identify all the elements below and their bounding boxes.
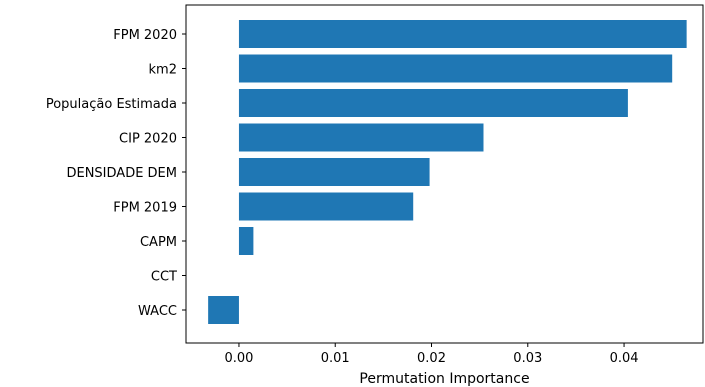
y-tick-label: CIP 2020 (119, 132, 177, 147)
x-axis-label: Permutation Importance (359, 371, 529, 387)
bar-populacao-estimada (238, 89, 628, 117)
bars-layer (208, 20, 687, 324)
x-axis-ticks: 0.00 0.01 0.02 0.03 0.04 (224, 343, 639, 366)
bar-densidade-dem (238, 158, 430, 186)
y-axis-ticks: FPM 2020 km2 População Estimada CIP 2020 DEN… (46, 28, 186, 319)
y-tick-label: CCT (151, 270, 177, 285)
y-tick-label: WACC (138, 304, 177, 319)
bar-fpm-2020 (238, 20, 687, 48)
bar-km2 (238, 54, 673, 83)
y-tick-label: FPM 2020 (113, 28, 177, 43)
y-tick-label: CAPM (140, 235, 177, 250)
y-tick-label: DENSIDADE DEM (66, 166, 177, 181)
x-tick-label: 0.01 (321, 351, 350, 366)
y-tick-label: População Estimada (46, 97, 177, 112)
y-tick-label: km2 (149, 63, 177, 78)
y-tick-label: FPM 2019 (113, 201, 177, 216)
x-tick-label: 0.00 (224, 351, 253, 366)
x-tick-label: 0.04 (610, 351, 639, 366)
x-tick-label: 0.02 (417, 351, 446, 366)
bar-cip-2020 (238, 123, 484, 152)
bar-fpm-2019 (238, 192, 414, 221)
bar-capm (238, 227, 254, 255)
bar-wacc (208, 296, 239, 324)
plot-frame (185, 4, 704, 344)
x-tick-label: 0.03 (513, 351, 542, 366)
